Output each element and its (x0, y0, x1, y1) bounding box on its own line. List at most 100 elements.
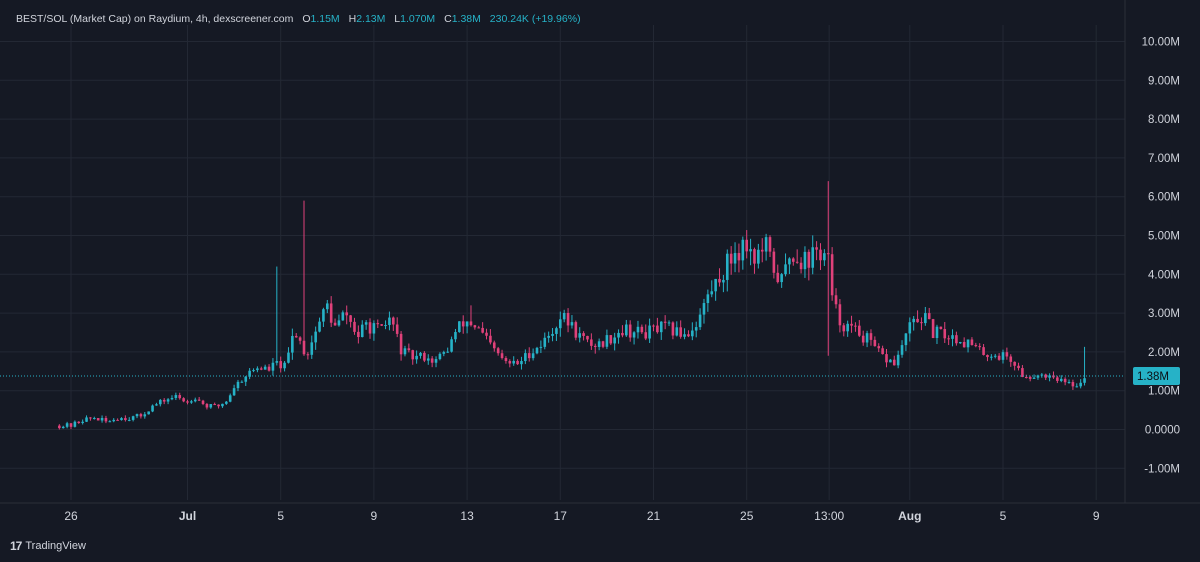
tradingview-brand[interactable]: 17 TradingView (10, 539, 86, 553)
candle-body (318, 321, 321, 332)
candle-body (520, 361, 523, 365)
candle-body (702, 303, 706, 315)
candle-body (667, 322, 671, 324)
y-tick-label: 2.00M (1148, 347, 1180, 359)
candle-body (127, 419, 131, 421)
candle-body (749, 249, 752, 252)
candle-body (889, 359, 892, 363)
candle-body (411, 350, 415, 360)
candle-body (147, 411, 150, 415)
candle-body (302, 340, 306, 355)
candle-body (776, 272, 780, 283)
candle-body (652, 325, 655, 327)
candle-body (291, 335, 294, 353)
candle-body (799, 262, 803, 270)
candle-body (61, 426, 65, 429)
candle-body (504, 358, 508, 362)
candle-body (337, 320, 341, 326)
candle-body (399, 333, 403, 355)
y-tick-label: 8.00M (1148, 114, 1180, 126)
candle-body (298, 337, 302, 341)
candle-body (555, 328, 558, 334)
candle-body (854, 325, 857, 327)
candle-body (1001, 352, 1005, 360)
candle-body (846, 323, 849, 332)
candle-body (924, 313, 927, 324)
candle-body (162, 399, 166, 402)
candle-body (69, 423, 73, 427)
candle-body (527, 353, 531, 359)
candle-body (966, 339, 970, 348)
candle-body (593, 345, 597, 347)
candle-body (958, 342, 962, 344)
candle-body (283, 362, 286, 369)
candle-body (489, 335, 492, 343)
candle-body (904, 333, 908, 346)
candle-body (648, 325, 651, 339)
high-key: H (348, 13, 357, 25)
candle-body (811, 247, 815, 268)
candle-body (1079, 382, 1082, 387)
candle-body (77, 421, 81, 423)
y-tick-label: 3.00M (1148, 308, 1180, 320)
candle-body (710, 291, 714, 295)
candle-body (341, 312, 345, 321)
candle-body (892, 359, 896, 366)
candle-body (877, 346, 881, 349)
candle-body (108, 421, 112, 423)
y-tick-label: 5.00M (1148, 231, 1180, 243)
candle-body (450, 339, 453, 352)
candle-body (873, 339, 877, 347)
x-tick-label: 26 (64, 509, 78, 523)
candle-body (768, 237, 772, 252)
x-tick-label: 5 (1000, 509, 1007, 523)
candle-body (178, 395, 182, 399)
candle-body (209, 404, 213, 408)
candle-body (384, 325, 387, 327)
candle-body (1005, 352, 1009, 357)
x-tick-label: 25 (740, 509, 754, 523)
candle-body (259, 368, 263, 370)
y-tick-label: 6.00M (1148, 192, 1180, 204)
candle-body (170, 397, 174, 400)
y-tick-label: 1.00M (1148, 386, 1180, 398)
candle-body (935, 326, 939, 338)
candle-body (524, 353, 527, 362)
candle-body (745, 239, 748, 252)
candle-body (322, 309, 325, 322)
low-key: L (394, 13, 401, 25)
candle-body (772, 251, 776, 273)
candle-body (609, 335, 613, 344)
candle-body (815, 247, 818, 250)
candle-body (1040, 374, 1044, 376)
candle-body (388, 317, 391, 326)
candle-body (1056, 377, 1059, 381)
candle-body (310, 342, 314, 355)
candle-body (951, 335, 954, 339)
x-tick-label: 21 (647, 509, 661, 523)
candle-body (640, 326, 644, 333)
x-tick-label: Aug (898, 509, 921, 523)
candle-body (516, 360, 519, 365)
candle-body (1083, 378, 1086, 383)
candle-body (131, 416, 135, 420)
candle-body (1013, 361, 1016, 366)
candle-body (232, 388, 236, 396)
candle-body (1044, 374, 1048, 378)
candle-body (570, 322, 574, 326)
candle-body (372, 323, 376, 334)
x-tick-label: 13 (460, 509, 474, 523)
y-tick-label: -1.00M (1144, 463, 1180, 475)
candle-body (962, 342, 966, 348)
tradingview-logo-icon: 17 (10, 539, 22, 553)
candle-body (155, 404, 158, 406)
candle-body (430, 358, 434, 363)
candle-body (419, 352, 422, 356)
candle-body (625, 324, 628, 336)
candle-body (1071, 382, 1075, 387)
candle-body (539, 346, 543, 348)
candle-body (842, 325, 846, 332)
candle-body (465, 321, 469, 327)
candle-body (679, 327, 682, 337)
